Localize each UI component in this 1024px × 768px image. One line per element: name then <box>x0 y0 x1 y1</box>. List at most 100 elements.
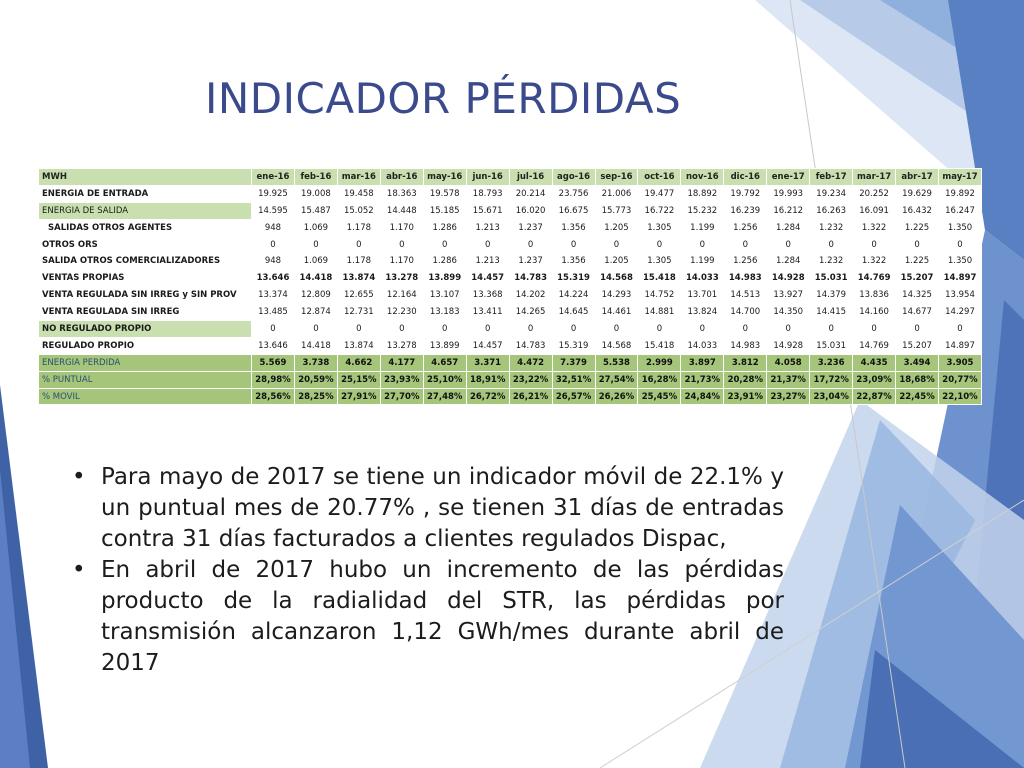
table-cell: 28,25% <box>293 387 338 406</box>
table-cell: 21,37% <box>766 370 811 389</box>
table-cell: 13.836 <box>852 286 897 305</box>
table-cell: 22,45% <box>895 387 939 406</box>
column-header: feb-16 <box>293 168 338 186</box>
table-cell: 0 <box>895 320 939 338</box>
table-cell: 1.069 <box>293 252 338 271</box>
table-cell: 14.568 <box>594 269 639 288</box>
row-label: ENERGIA DE ENTRADA <box>38 184 252 203</box>
table-cell: 14.415 <box>809 303 854 322</box>
table-cell: 26,57% <box>551 387 596 406</box>
table-row: NO REGULADO PROPIO 0 0 0 0 0 0 0 0 0 0 0 0 0 0 0 0 0 <box>38 320 982 338</box>
losses-table: MWH ene-16 feb-16 mar-16 abr-16 may-16 j… <box>38 168 982 406</box>
table-cell: 1.284 <box>766 252 811 271</box>
table-cell: 13.824 <box>680 303 725 322</box>
table-cell: 3.236 <box>809 353 854 372</box>
column-header: feb-17 <box>809 168 854 186</box>
table-cell: 15.031 <box>809 269 854 288</box>
table-cell: 23,93% <box>379 370 424 389</box>
table-cell: 1.237 <box>508 252 553 271</box>
table-cell: 13.874 <box>336 269 381 288</box>
table-cell: 15.031 <box>809 336 854 355</box>
column-header: jul-16 <box>508 168 553 186</box>
table-cell: 5.538 <box>594 353 639 372</box>
table-cell: 13.107 <box>422 286 467 305</box>
table-cell: 1.199 <box>680 252 725 271</box>
table-cell: 13.899 <box>422 336 467 355</box>
table-cell: 4.662 <box>336 353 381 372</box>
table-cell: 0 <box>336 320 381 338</box>
table-cell: 26,21% <box>508 387 553 406</box>
table-cell: 1.284 <box>766 218 811 237</box>
table-cell: 0 <box>723 235 768 254</box>
table-cell: 1.232 <box>809 252 854 271</box>
table-cell: 19.477 <box>637 184 682 203</box>
table-cell: 20.252 <box>852 184 897 203</box>
table-cell: 13.927 <box>766 286 811 305</box>
table-cell: 26,26% <box>594 387 639 406</box>
table-cell: 14.881 <box>637 303 682 322</box>
table-cell: 14.418 <box>293 336 338 355</box>
table-cell: 0 <box>422 235 467 254</box>
column-header: ene-17 <box>766 168 811 186</box>
slide-title: INDICADOR PÉRDIDAS <box>205 74 682 123</box>
table-cell: 16.675 <box>551 201 596 220</box>
table-cell: 0 <box>852 235 897 254</box>
table-cell: 19.234 <box>809 184 854 203</box>
table-cell: 14.418 <box>293 269 338 288</box>
table-cell: 14.928 <box>766 269 811 288</box>
table-cell: 1.170 <box>379 252 424 271</box>
table-cell: 13.368 <box>465 286 510 305</box>
table-cell: 0 <box>594 235 639 254</box>
table-cell: 19.792 <box>723 184 768 203</box>
row-label: REGULADO PROPIO <box>38 336 252 355</box>
table-cell: 19.008 <box>293 184 338 203</box>
table-cell: 13.278 <box>379 336 424 355</box>
table-cell: 0 <box>637 235 682 254</box>
table-cell: 1.178 <box>336 218 381 237</box>
table-cell: 1.237 <box>508 218 553 237</box>
table-cell: 16.247 <box>938 201 982 220</box>
table-cell: 28,56% <box>251 387 295 406</box>
table-cell: 23.756 <box>551 184 596 203</box>
table-cell: 14.897 <box>938 269 982 288</box>
table-cell: 14.293 <box>594 286 639 305</box>
table-cell: 4.472 <box>508 353 553 372</box>
table-cell: 13.646 <box>251 269 295 288</box>
table-cell: 12.731 <box>336 303 381 322</box>
table-cell: 13.646 <box>251 336 295 355</box>
column-header: abr-17 <box>895 168 939 186</box>
table-cell: 14.202 <box>508 286 553 305</box>
table-cell: 14.457 <box>465 336 510 355</box>
table-cell: 14.033 <box>680 336 725 355</box>
table-row: REGULADO PROPIO 13.646 14.418 13.874 13.278 1… <box>38 336 982 355</box>
column-header: ago-16 <box>551 168 596 186</box>
table-cell: 0 <box>293 320 338 338</box>
table-cell: 19.892 <box>938 184 982 203</box>
row-label: VENTA REGULADA SIN IRREG <box>38 303 252 322</box>
table-cell: 21.006 <box>594 184 639 203</box>
row-label: SALIDAS OTROS AGENTES <box>38 218 252 237</box>
row-label: ENERGIA PERDIDA <box>38 353 252 372</box>
table-cell: 1.225 <box>895 218 939 237</box>
table-cell: 1.356 <box>551 218 596 237</box>
table-cell: 14.513 <box>723 286 768 305</box>
table-cell: 24,84% <box>680 387 725 406</box>
table-cell: 13.485 <box>251 303 295 322</box>
table-cell: 0 <box>508 320 553 338</box>
table-cell: 1.205 <box>594 218 639 237</box>
row-label: SALIDA OTROS COMERCIALIZADORES <box>38 252 252 271</box>
table-cell: 1.225 <box>895 252 939 271</box>
table-cell: 19.993 <box>766 184 811 203</box>
table-row: % PUNTUAL 28,98% 20,59% 25,15% 23,93% 25,10% 1… <box>38 370 982 389</box>
table-cell: 14.350 <box>766 303 811 322</box>
table-cell: 0 <box>938 235 982 254</box>
table-cell: 14.928 <box>766 336 811 355</box>
row-label: VENTAS PROPIAS <box>38 269 252 288</box>
table-cell: 18,68% <box>895 370 939 389</box>
table-cell: 1.322 <box>852 218 897 237</box>
row-label: OTROS ORS <box>38 235 252 254</box>
table-cell: 14.769 <box>852 336 897 355</box>
table-cell: 14.033 <box>680 269 725 288</box>
table-cell: 4.058 <box>766 353 811 372</box>
table-cell: 0 <box>895 235 939 254</box>
